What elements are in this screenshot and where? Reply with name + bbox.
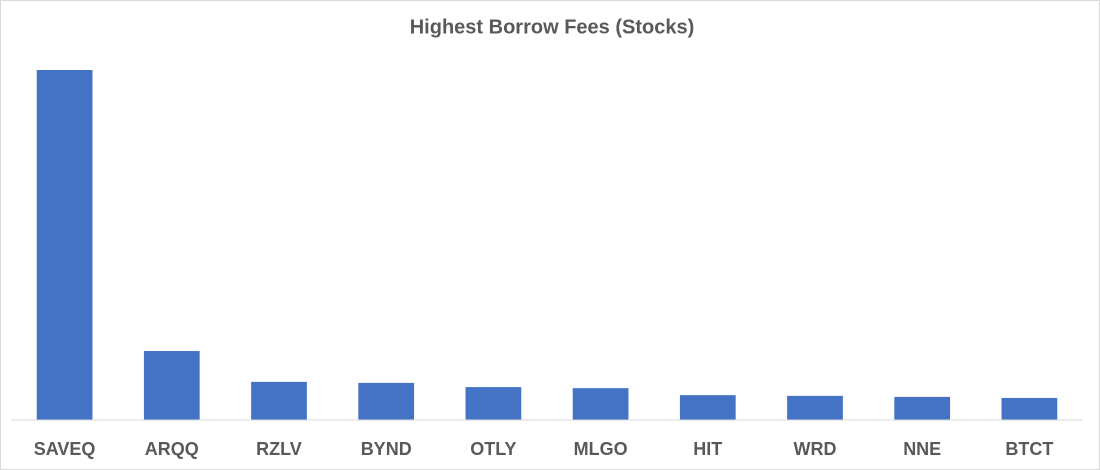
x-tick-label: RZLV (256, 439, 302, 459)
x-tick-label: MLGO (574, 439, 628, 459)
x-tick-label: NNE (903, 439, 941, 459)
bar (358, 382, 415, 420)
bar (679, 395, 736, 420)
bar (572, 388, 629, 420)
x-tick-label: HIT (693, 439, 722, 459)
x-tick-label: WRD (794, 439, 837, 459)
bar (465, 387, 522, 420)
bar (894, 396, 951, 420)
bar (36, 70, 93, 420)
x-tick-label: ARQQ (145, 439, 199, 459)
bar (787, 395, 843, 420)
bar (143, 351, 200, 420)
x-tick-label: SAVEQ (34, 439, 96, 459)
bar (251, 381, 307, 420)
x-tick-label: OTLY (470, 439, 516, 459)
chart-title: Highest Borrow Fees (Stocks) (410, 16, 695, 38)
bar (1001, 397, 1058, 420)
x-tick-label: BTCT (1005, 439, 1053, 459)
x-tick-label: BYND (361, 439, 412, 459)
